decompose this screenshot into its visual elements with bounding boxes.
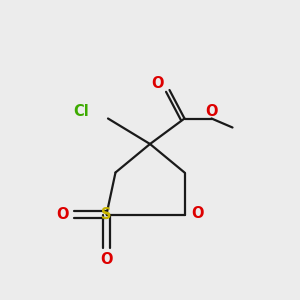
Text: O: O <box>151 76 164 92</box>
Text: S: S <box>101 207 112 222</box>
Text: O: O <box>205 104 218 119</box>
Text: O: O <box>56 207 68 222</box>
Text: Cl: Cl <box>73 103 89 118</box>
Text: O: O <box>100 252 113 267</box>
Text: O: O <box>191 206 203 220</box>
